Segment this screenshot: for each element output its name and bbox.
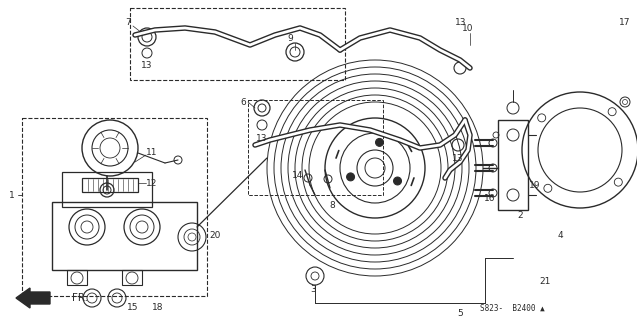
Text: 20: 20 bbox=[210, 230, 220, 239]
Text: 13: 13 bbox=[256, 133, 268, 142]
Bar bbox=[130, 8, 345, 80]
Text: S823-  B2400 ▲: S823- B2400 ▲ bbox=[480, 303, 545, 313]
Bar bbox=[82, 178, 138, 192]
Text: FR.: FR. bbox=[72, 293, 88, 303]
Text: 3: 3 bbox=[310, 285, 316, 294]
Bar bbox=[22, 118, 207, 296]
Text: 21: 21 bbox=[540, 277, 551, 286]
Text: 19: 19 bbox=[529, 180, 541, 189]
Text: 11: 11 bbox=[147, 148, 158, 156]
Text: 15: 15 bbox=[127, 303, 139, 313]
Text: 18: 18 bbox=[152, 303, 164, 313]
Text: 17: 17 bbox=[619, 18, 631, 27]
Polygon shape bbox=[16, 288, 50, 308]
Text: 1: 1 bbox=[9, 190, 15, 199]
Text: 7: 7 bbox=[125, 18, 131, 27]
Bar bbox=[248, 100, 383, 195]
Bar bbox=[498, 120, 528, 210]
Circle shape bbox=[376, 138, 383, 146]
Text: 14: 14 bbox=[292, 171, 304, 180]
Text: 13: 13 bbox=[141, 60, 153, 69]
Text: 10: 10 bbox=[462, 23, 474, 33]
Text: 9: 9 bbox=[287, 34, 293, 43]
Bar bbox=[52, 202, 197, 270]
Bar bbox=[67, 270, 87, 285]
Text: 16: 16 bbox=[484, 194, 496, 203]
Circle shape bbox=[394, 177, 401, 185]
Text: 13: 13 bbox=[452, 154, 464, 163]
Text: 2: 2 bbox=[517, 211, 523, 220]
Text: 12: 12 bbox=[147, 179, 158, 188]
Text: 8: 8 bbox=[329, 201, 335, 210]
Circle shape bbox=[347, 173, 355, 181]
Bar bbox=[62, 172, 152, 207]
Text: 5: 5 bbox=[457, 308, 463, 317]
Text: 4: 4 bbox=[557, 230, 563, 239]
Text: 6: 6 bbox=[240, 98, 246, 107]
Bar bbox=[122, 270, 142, 285]
Text: 13: 13 bbox=[455, 18, 467, 27]
